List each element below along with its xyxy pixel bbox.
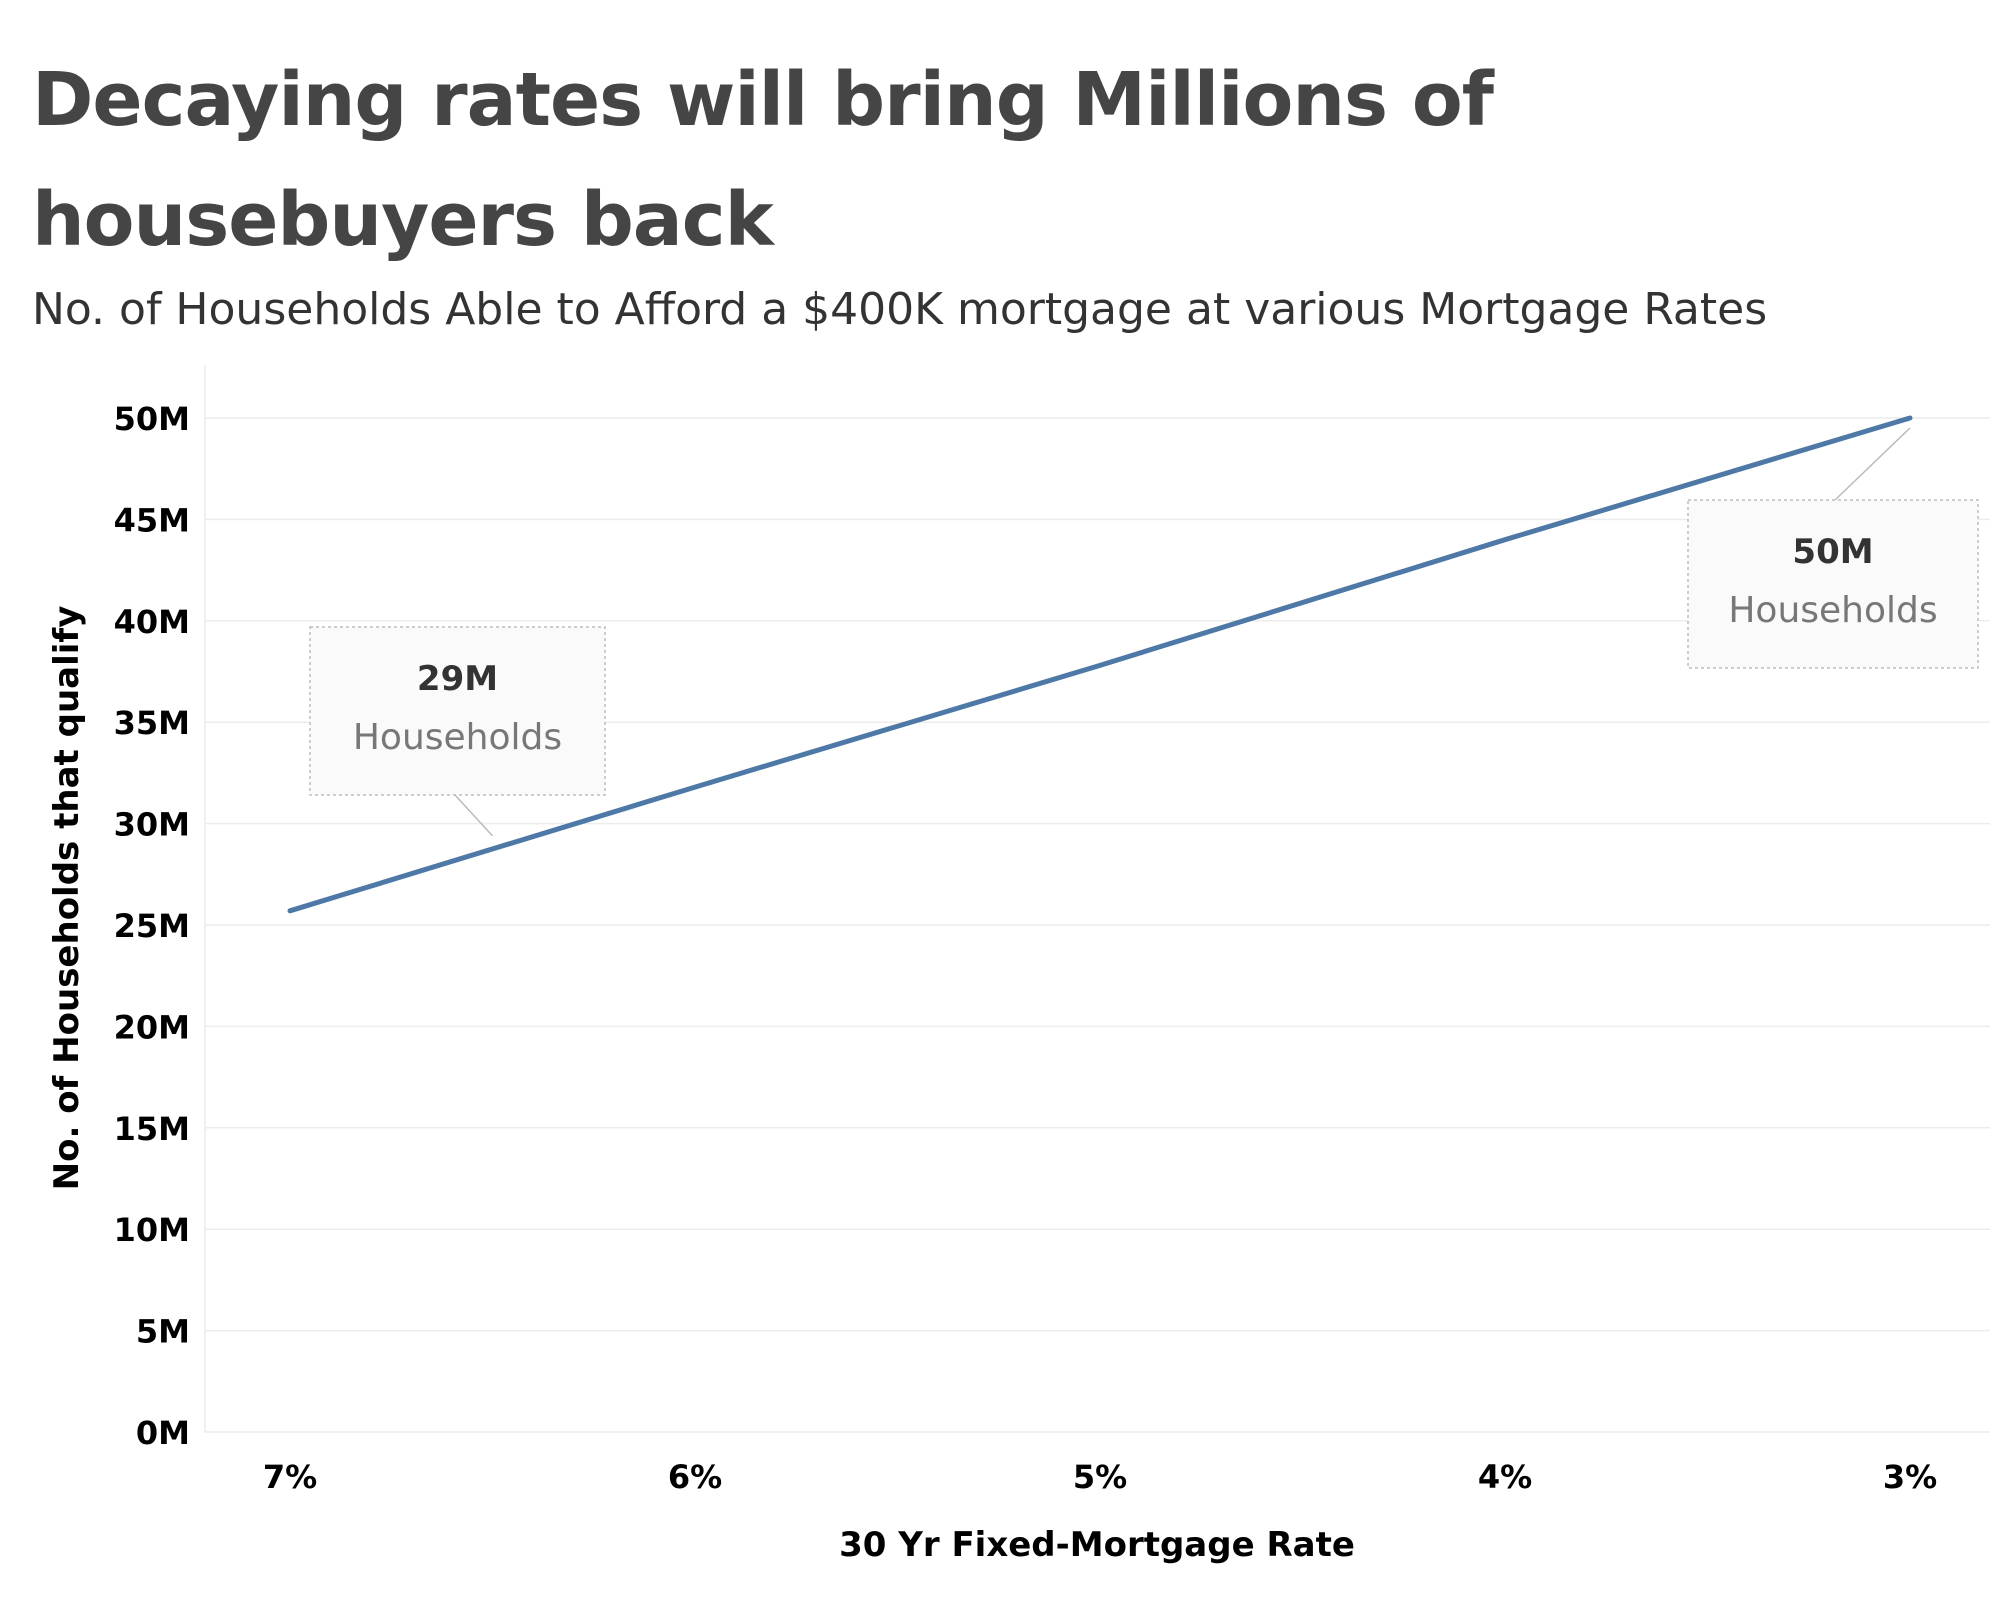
- annotation-label: Households: [353, 717, 562, 758]
- y-tick-label: 15M: [114, 1110, 190, 1148]
- y-axis-title: No. of Households that qualify: [47, 606, 87, 1191]
- annotation: 29M Households: [309, 626, 606, 837]
- y-tick-label: 0M: [136, 1414, 190, 1452]
- y-tick-label: 20M: [114, 1008, 190, 1046]
- y-tick-label: 35M: [114, 704, 190, 742]
- y-tick-label: 45M: [114, 501, 190, 539]
- x-tick-label: 7%: [263, 1458, 317, 1496]
- annotation-label: Households: [1728, 590, 1937, 631]
- series-line: [287, 415, 1913, 914]
- annotations: 29M Households 50M Households: [309, 427, 1979, 837]
- y-tick-label: 25M: [114, 907, 190, 945]
- x-axis-ticks: 7% 6% 5% 4% 3%: [263, 1458, 1937, 1496]
- y-tick-label: 50M: [114, 400, 190, 438]
- annotation: 50M Households: [1687, 427, 1979, 669]
- chart-subtitle: No. of Households Able to Afford a $400K…: [32, 284, 1768, 335]
- annotation-value: 50M: [1792, 532, 1873, 572]
- y-tick-label: 30M: [114, 806, 190, 844]
- gridlines: [204, 365, 1990, 1433]
- x-tick-label: 6%: [668, 1458, 722, 1496]
- chart-title: Decaying rates will bring Millions of ho…: [32, 57, 1494, 263]
- series-group: [287, 415, 1913, 914]
- annotation-leader: [454, 794, 494, 837]
- x-tick-label: 3%: [1883, 1458, 1937, 1496]
- y-tick-label: 10M: [114, 1211, 190, 1249]
- annotation-box: [1687, 499, 1979, 669]
- y-tick-label: 5M: [136, 1313, 190, 1351]
- annotation-box: [309, 626, 606, 796]
- x-axis-title: 30 Yr Fixed-Mortgage Rate: [839, 1525, 1355, 1565]
- annotation-value: 29M: [417, 659, 498, 699]
- y-tick-label: 40M: [114, 603, 190, 641]
- annotation-leader: [1834, 427, 1911, 501]
- y-axis-ticks: 0M 5M 10M 15M 20M 25M 30M 35M 40M 45M 50M: [114, 400, 190, 1452]
- x-tick-label: 5%: [1073, 1458, 1127, 1496]
- x-tick-label: 4%: [1478, 1458, 1532, 1496]
